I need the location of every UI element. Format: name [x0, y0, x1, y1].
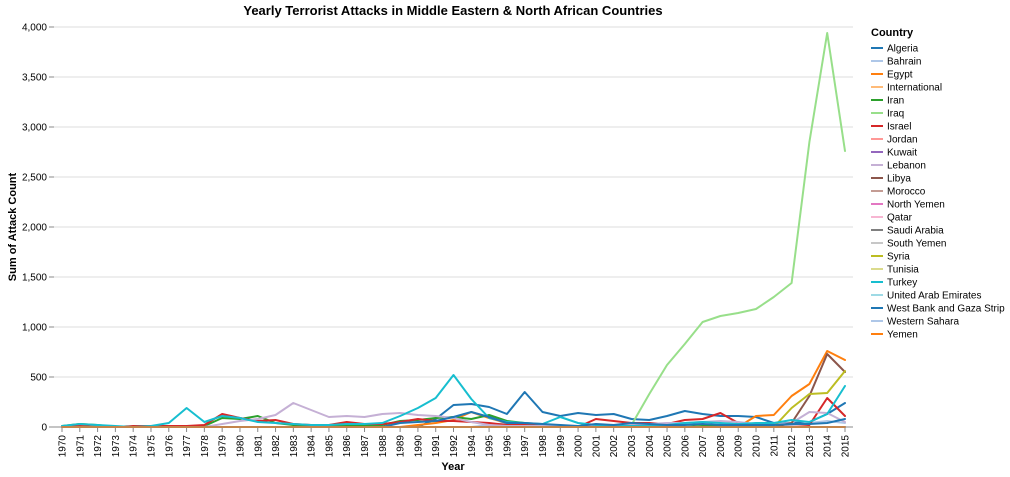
series-line-turkey [61, 374, 846, 428]
legend-label: Western Sahara [887, 317, 960, 328]
legend-label: Tunisia [887, 265, 919, 276]
x-tick-label: 1986 [342, 435, 353, 458]
x-tick-label: 1990 [413, 435, 424, 458]
x-tick-label: 1998 [538, 435, 549, 458]
x-tick-label: 1994 [467, 435, 478, 458]
x-tick-label: 1973 [111, 435, 122, 458]
chart-title: Yearly Terrorist Attacks in Middle Easte… [243, 3, 662, 18]
y-tick-label: 500 [30, 373, 47, 384]
x-axis: 1970 1971 1972 1973 1974 1975 1976 1977 1978 1979… [58, 427, 852, 457]
y-axis-title: Sum of Attack Count [7, 172, 19, 281]
x-tick-label: 1982 [271, 435, 282, 458]
x-tick-label: 2001 [591, 435, 602, 458]
x-tick-label: 1976 [164, 435, 175, 458]
x-tick-label: 1989 [396, 435, 407, 458]
x-tick-label: 1984 [307, 435, 318, 458]
legend-label: United Arab Emirates [887, 291, 982, 302]
x-tick-label: 1981 [253, 435, 264, 458]
x-tick-label: 1972 [93, 435, 104, 458]
x-tick-label: 1992 [449, 435, 460, 458]
legend-label: Iraq [887, 109, 904, 120]
legend-label: South Yemen [887, 239, 947, 250]
x-tick-label: 2000 [574, 435, 585, 458]
x-tick-label: 2006 [680, 435, 691, 458]
legend-label: Kuwait [887, 148, 917, 159]
legend-label: Syria [887, 252, 910, 263]
legend-label: Morocco [887, 187, 926, 198]
x-axis-title: Year [441, 461, 465, 473]
x-tick-label: 2002 [609, 435, 620, 458]
x-tick-label: 1980 [235, 435, 246, 458]
legend-title: Country [871, 27, 914, 39]
series-lines [61, 32, 846, 428]
legend-label: Iran [887, 96, 904, 107]
y-tick-label: 3,500 [22, 73, 47, 84]
legend-label: Bahrain [887, 57, 921, 68]
x-tick-label: 2013 [805, 435, 816, 458]
legend-label: Saudi Arabia [887, 226, 944, 237]
x-tick-label: 2015 [841, 435, 852, 458]
legend-label: Turkey [887, 278, 917, 289]
x-tick-label: 2005 [663, 435, 674, 458]
x-tick-label: 2004 [645, 435, 656, 458]
legend-label: West Bank and Gaza Strip [887, 304, 1005, 315]
x-tick-label: 1988 [378, 435, 389, 458]
x-tick-label: 1971 [75, 435, 86, 458]
x-tick-label: 1987 [360, 435, 371, 458]
legend-label: Yemen [887, 330, 918, 341]
y-tick-label: 3,000 [22, 123, 47, 134]
x-tick-label: 1979 [218, 435, 229, 458]
y-tick-label: 2,500 [22, 173, 47, 184]
x-tick-label: 2009 [734, 435, 745, 458]
x-tick-label: 1970 [58, 435, 69, 458]
y-axis: 0 500 1,000 1,500 2,000 2,500 3,000 3,500 4,000 [22, 23, 54, 434]
legend-label: Jordan [887, 135, 918, 146]
y-tick-label: 1,500 [22, 273, 47, 284]
legend: Country Algeria Bahrain Egypt International… [871, 27, 1005, 341]
x-tick-label: 1985 [324, 435, 335, 458]
legend-label: Libya [887, 174, 911, 185]
x-tick-label: 2014 [823, 435, 834, 458]
x-tick-label: 1997 [520, 435, 531, 458]
x-tick-label: 1977 [182, 435, 193, 458]
legend-label: Qatar [887, 213, 913, 224]
x-tick-label: 1999 [556, 435, 567, 458]
y-tick-label: 1,000 [22, 323, 47, 334]
x-tick-label: 1983 [289, 435, 300, 458]
x-tick-label: 2010 [752, 435, 763, 458]
series-line-israel [61, 397, 846, 428]
y-tick-label: 0 [41, 423, 47, 434]
grid-lines [54, 26, 853, 428]
x-tick-label: 2007 [698, 435, 709, 458]
series-line-iraq [61, 32, 846, 428]
y-tick-label: 4,000 [22, 23, 47, 34]
x-tick-label: 1974 [129, 435, 140, 458]
x-tick-label: 2011 [769, 435, 780, 457]
legend-label: International [887, 83, 942, 94]
x-tick-label: 2003 [627, 435, 638, 458]
x-tick-label: 1995 [485, 435, 496, 458]
x-tick-label: 1996 [502, 435, 513, 458]
x-tick-label: 1978 [200, 435, 211, 458]
legend-label: North Yemen [887, 200, 945, 211]
x-tick-label: 2012 [787, 435, 798, 458]
y-tick-label: 2,000 [22, 223, 47, 234]
legend-label: Lebanon [887, 161, 926, 172]
x-tick-label: 1975 [146, 435, 157, 458]
legend-label: Egypt [887, 70, 913, 81]
legend-label: Israel [887, 122, 911, 133]
x-tick-label: 2008 [716, 435, 727, 458]
x-tick-label: 1991 [431, 435, 442, 458]
legend-label: Algeria [887, 44, 919, 55]
